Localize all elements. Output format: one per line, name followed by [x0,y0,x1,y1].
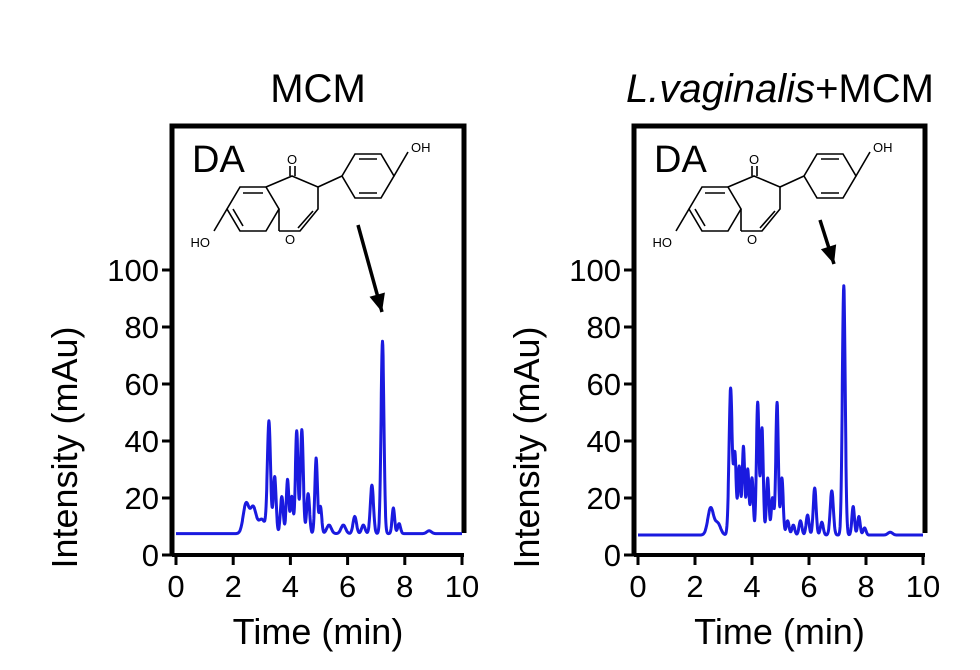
aryl-bond [779,175,805,188]
chart-title: L.vaginalis+MCM [626,67,934,111]
x-tick-label: 0 [629,569,646,604]
y-tick-label: 20 [587,481,621,516]
y-tick-label: 100 [569,253,621,288]
y-tick-label: 40 [125,424,159,459]
carbonyl-o-label: O [287,152,297,167]
ho-bond [213,208,228,232]
carbonyl-o-label: O [749,152,759,167]
plot-frame [631,123,928,555]
chromatogram-trace [636,284,925,537]
x-tick-label: 0 [167,569,184,604]
chart-title-text: +MCM [815,67,934,111]
inset-label: DA [654,139,707,181]
y-tick-label: 80 [125,310,159,345]
y-tick-label: 60 [587,367,621,402]
oh-bond [393,151,409,177]
aryl-bond [317,175,343,188]
double-bond [694,208,706,227]
chart-title: MCM [270,67,366,111]
y-axis-label: Intensity (mAu) [506,326,547,568]
x-tick-label: 6 [800,569,817,604]
x-tick-label: 2 [686,569,703,604]
y-axis-label: Intensity (mAu) [44,326,85,568]
daidzein-structure: O O HO OH [653,140,893,250]
ring-o-label: O [285,232,295,247]
ring-b-bond [341,153,395,199]
chromatogram-trace [174,339,464,536]
chart-title-text: MCM [270,67,366,111]
y-tick-label: 60 [125,367,159,402]
x-tick-label: 2 [225,569,242,604]
ho-bond [675,208,690,232]
oh-label: OH [411,140,431,155]
plot-frame [169,123,467,555]
x-axis-label: Time (min) [233,611,404,652]
x-axis-label: Time (min) [694,611,865,652]
inset-label: DA [192,139,245,181]
daidzein-structure: O O HO OH [191,140,431,250]
y-tick-label: 20 [125,481,159,516]
ring-c-bond [265,175,319,232]
arrow-head [369,292,385,312]
x-tick-label: 10 [906,569,940,604]
oh-bond [855,151,871,177]
x-tick-label: 8 [857,569,874,604]
y-tick-label: 0 [142,538,159,573]
y-tick-label: 80 [587,310,621,345]
x-tick-label: 4 [743,569,760,604]
ho-label: HO [191,235,211,250]
double-bond [297,210,314,229]
chart-panel-mcm: MCM DA 0 20 40 60 80 100 0 2 4 6 8 10 Time (min) Intens… [44,67,479,652]
double-bond [759,210,776,229]
x-tick-label: 4 [282,569,299,604]
ho-label: HO [653,235,673,250]
ring-b-bond [803,153,857,199]
x-tick-label: 8 [396,569,413,604]
x-tick-label: 10 [445,569,479,604]
chart-panel-lvaginalis-mcm: L.vaginalis+MCM DA 0 20 40 60 80 100 0 2 4 6 8 10 Time… [506,67,940,652]
arrow-head [820,244,837,264]
y-tick-label: 0 [604,538,621,573]
chart-title-italic: L.vaginalis [626,67,815,111]
x-tick-label: 6 [339,569,356,604]
ring-o-label: O [747,232,757,247]
y-tick-label: 100 [107,253,159,288]
double-bond [232,208,244,227]
y-tick-label: 40 [587,424,621,459]
oh-label: OH [873,140,893,155]
ring-c-bond [727,175,781,232]
